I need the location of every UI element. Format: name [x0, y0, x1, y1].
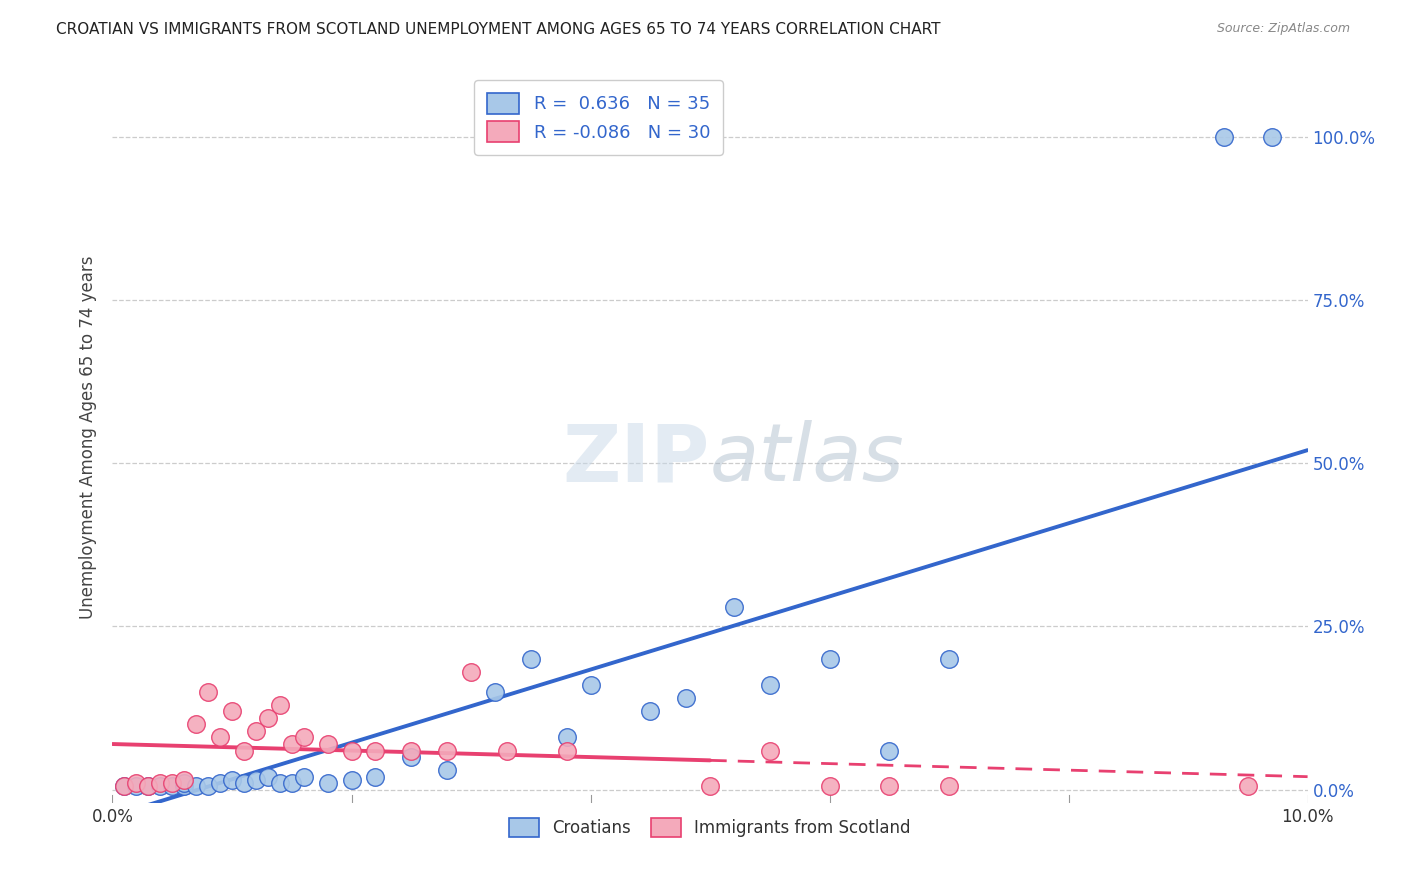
Point [186, 780, 208, 794]
Point [173, 772, 195, 787]
Point [436, 743, 458, 757]
Point [281, 776, 304, 790]
Point [125, 780, 148, 794]
Point [1237, 780, 1260, 794]
Point [699, 780, 721, 794]
Point [938, 780, 960, 794]
Point [233, 743, 256, 757]
Point [340, 772, 363, 787]
Y-axis label: Unemployment Among Ages 65 to 74 years: Unemployment Among Ages 65 to 74 years [79, 255, 97, 619]
Point [245, 723, 267, 738]
Legend: Croatians, Immigrants from Scotland: Croatians, Immigrants from Scotland [501, 810, 920, 846]
Point [114, 780, 135, 794]
Point [149, 776, 172, 790]
Point [759, 743, 782, 757]
Text: atlas: atlas [710, 420, 905, 498]
Point [401, 750, 423, 764]
Point [579, 678, 602, 692]
Point [138, 780, 160, 794]
Point [555, 731, 578, 745]
Point [759, 678, 782, 692]
Point [364, 770, 387, 784]
Point [938, 652, 960, 666]
Point [221, 772, 243, 787]
Point [436, 763, 458, 777]
Point [818, 780, 841, 794]
Point [401, 743, 423, 757]
Point [149, 780, 172, 794]
Point [496, 743, 519, 757]
Point [221, 705, 243, 719]
Point [245, 772, 267, 787]
Point [209, 776, 232, 790]
Point [879, 743, 901, 757]
Point [197, 780, 219, 794]
Point [292, 731, 315, 745]
Point [162, 776, 183, 790]
Point [257, 770, 280, 784]
Point [1261, 129, 1284, 144]
Point [281, 737, 304, 751]
Point [675, 691, 697, 706]
Point [340, 743, 363, 757]
Point [723, 599, 745, 614]
Point [316, 737, 339, 751]
Point [186, 717, 208, 731]
Point [233, 776, 256, 790]
Point [114, 780, 135, 794]
Point [316, 776, 339, 790]
Point [484, 685, 506, 699]
Point [173, 780, 195, 794]
Point [138, 780, 160, 794]
Point [520, 652, 543, 666]
Text: Source: ZipAtlas.com: Source: ZipAtlas.com [1216, 22, 1350, 36]
Point [364, 743, 387, 757]
Point [292, 770, 315, 784]
Point [269, 776, 291, 790]
Point [555, 743, 578, 757]
Point [1213, 129, 1236, 144]
Text: ZIP: ZIP [562, 420, 710, 498]
Point [209, 731, 232, 745]
Point [818, 652, 841, 666]
Point [640, 705, 662, 719]
Point [257, 711, 280, 725]
Point [197, 685, 219, 699]
Point [879, 780, 901, 794]
Point [269, 698, 291, 712]
Point [162, 780, 183, 794]
Point [460, 665, 482, 680]
Point [125, 776, 148, 790]
Text: CROATIAN VS IMMIGRANTS FROM SCOTLAND UNEMPLOYMENT AMONG AGES 65 TO 74 YEARS CORR: CROATIAN VS IMMIGRANTS FROM SCOTLAND UNE… [56, 22, 941, 37]
Point [173, 776, 195, 790]
